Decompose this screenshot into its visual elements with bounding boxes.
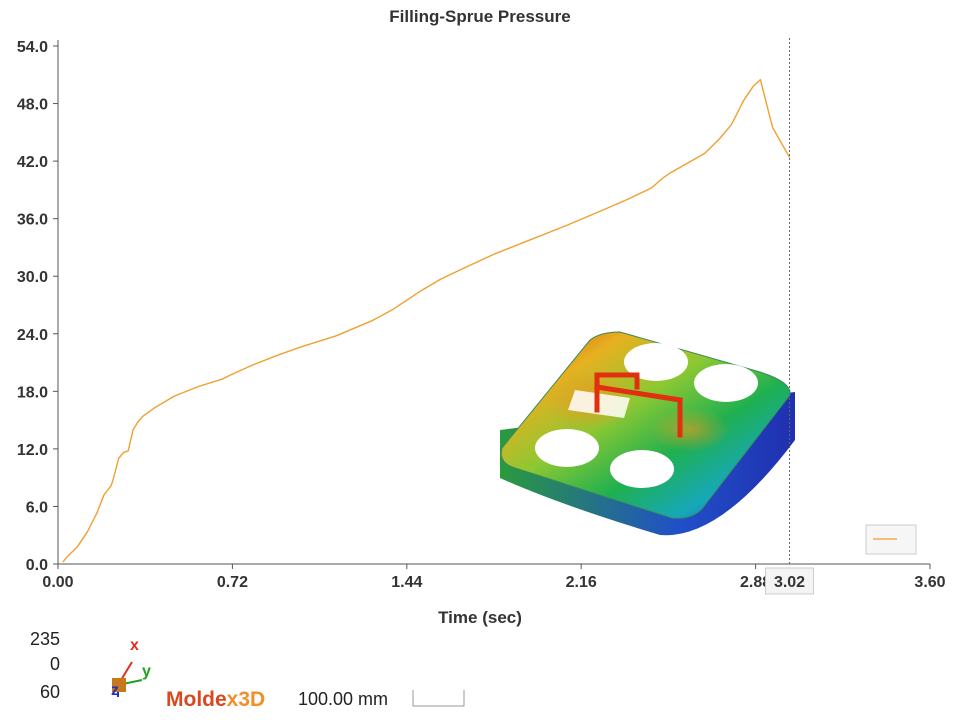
brand-logo: Moldex3D [166,688,265,711]
chart-title: Filling-Sprue Pressure [389,7,570,26]
y-tick-label: 54.0 [17,39,48,56]
triad-x-label: x [130,637,139,654]
part-hole-2 [694,364,758,402]
brand-logo-part2: x3D [227,688,266,711]
part-3d-render [500,331,795,536]
runner-system [594,372,683,438]
y-tick-label: 12.0 [17,442,48,459]
color-legend-value-3: 60 [40,682,60,702]
y-tick-label: 42.0 [17,154,48,171]
y-tick-label: 6.0 [26,499,48,516]
triad-z-label: z [111,682,119,699]
brand-logo-part1: Molde [166,688,227,711]
y-tick-label: 0.0 [26,557,48,574]
y-tick-label: 48.0 [17,97,48,114]
time-cursor-label: 3.02 [774,574,805,591]
x-tick-label: 0.72 [217,574,248,591]
legend [865,524,917,555]
y-tick-label: 18.0 [17,384,48,401]
time-cursor-box[interactable] [765,567,815,595]
part-hole-3 [535,429,599,467]
color-legend-value-1: 235 [30,629,60,649]
y-tick-label: 30.0 [17,269,48,286]
triad-y-label: y [142,663,151,680]
series-layer [62,78,791,563]
x-tick-label: 2.16 [566,574,597,591]
scale-bar [412,690,465,707]
y-tick-label: 24.0 [17,327,48,344]
part-hole-4 [610,450,674,488]
x-axis-label: Time (sec) [438,608,522,627]
x-tick-label: 1.44 [391,574,422,591]
series-line [62,78,791,563]
footer: 235 0 60 x y z Moldex3D 100.00 mm [30,629,465,711]
orientation-triad: x y z [111,637,151,699]
part-hole-1 [624,343,688,381]
axes: 0.0 6.0 12.0 18.0 24.0 30.0 36.0 42.0 48.0 54.0 0.… [17,39,946,591]
x-tick-label: 3.60 [914,574,945,591]
part-hot-region-2 [650,408,730,452]
color-legend-value-2: 0 [50,654,60,674]
triad-origin-cube [112,678,126,692]
scale-bar-label: 100.00 mm [298,689,388,709]
y-tick-label: 36.0 [17,212,48,229]
x-tick-label: 0.00 [42,574,73,591]
x-tick-label: 2.88 [740,574,771,591]
